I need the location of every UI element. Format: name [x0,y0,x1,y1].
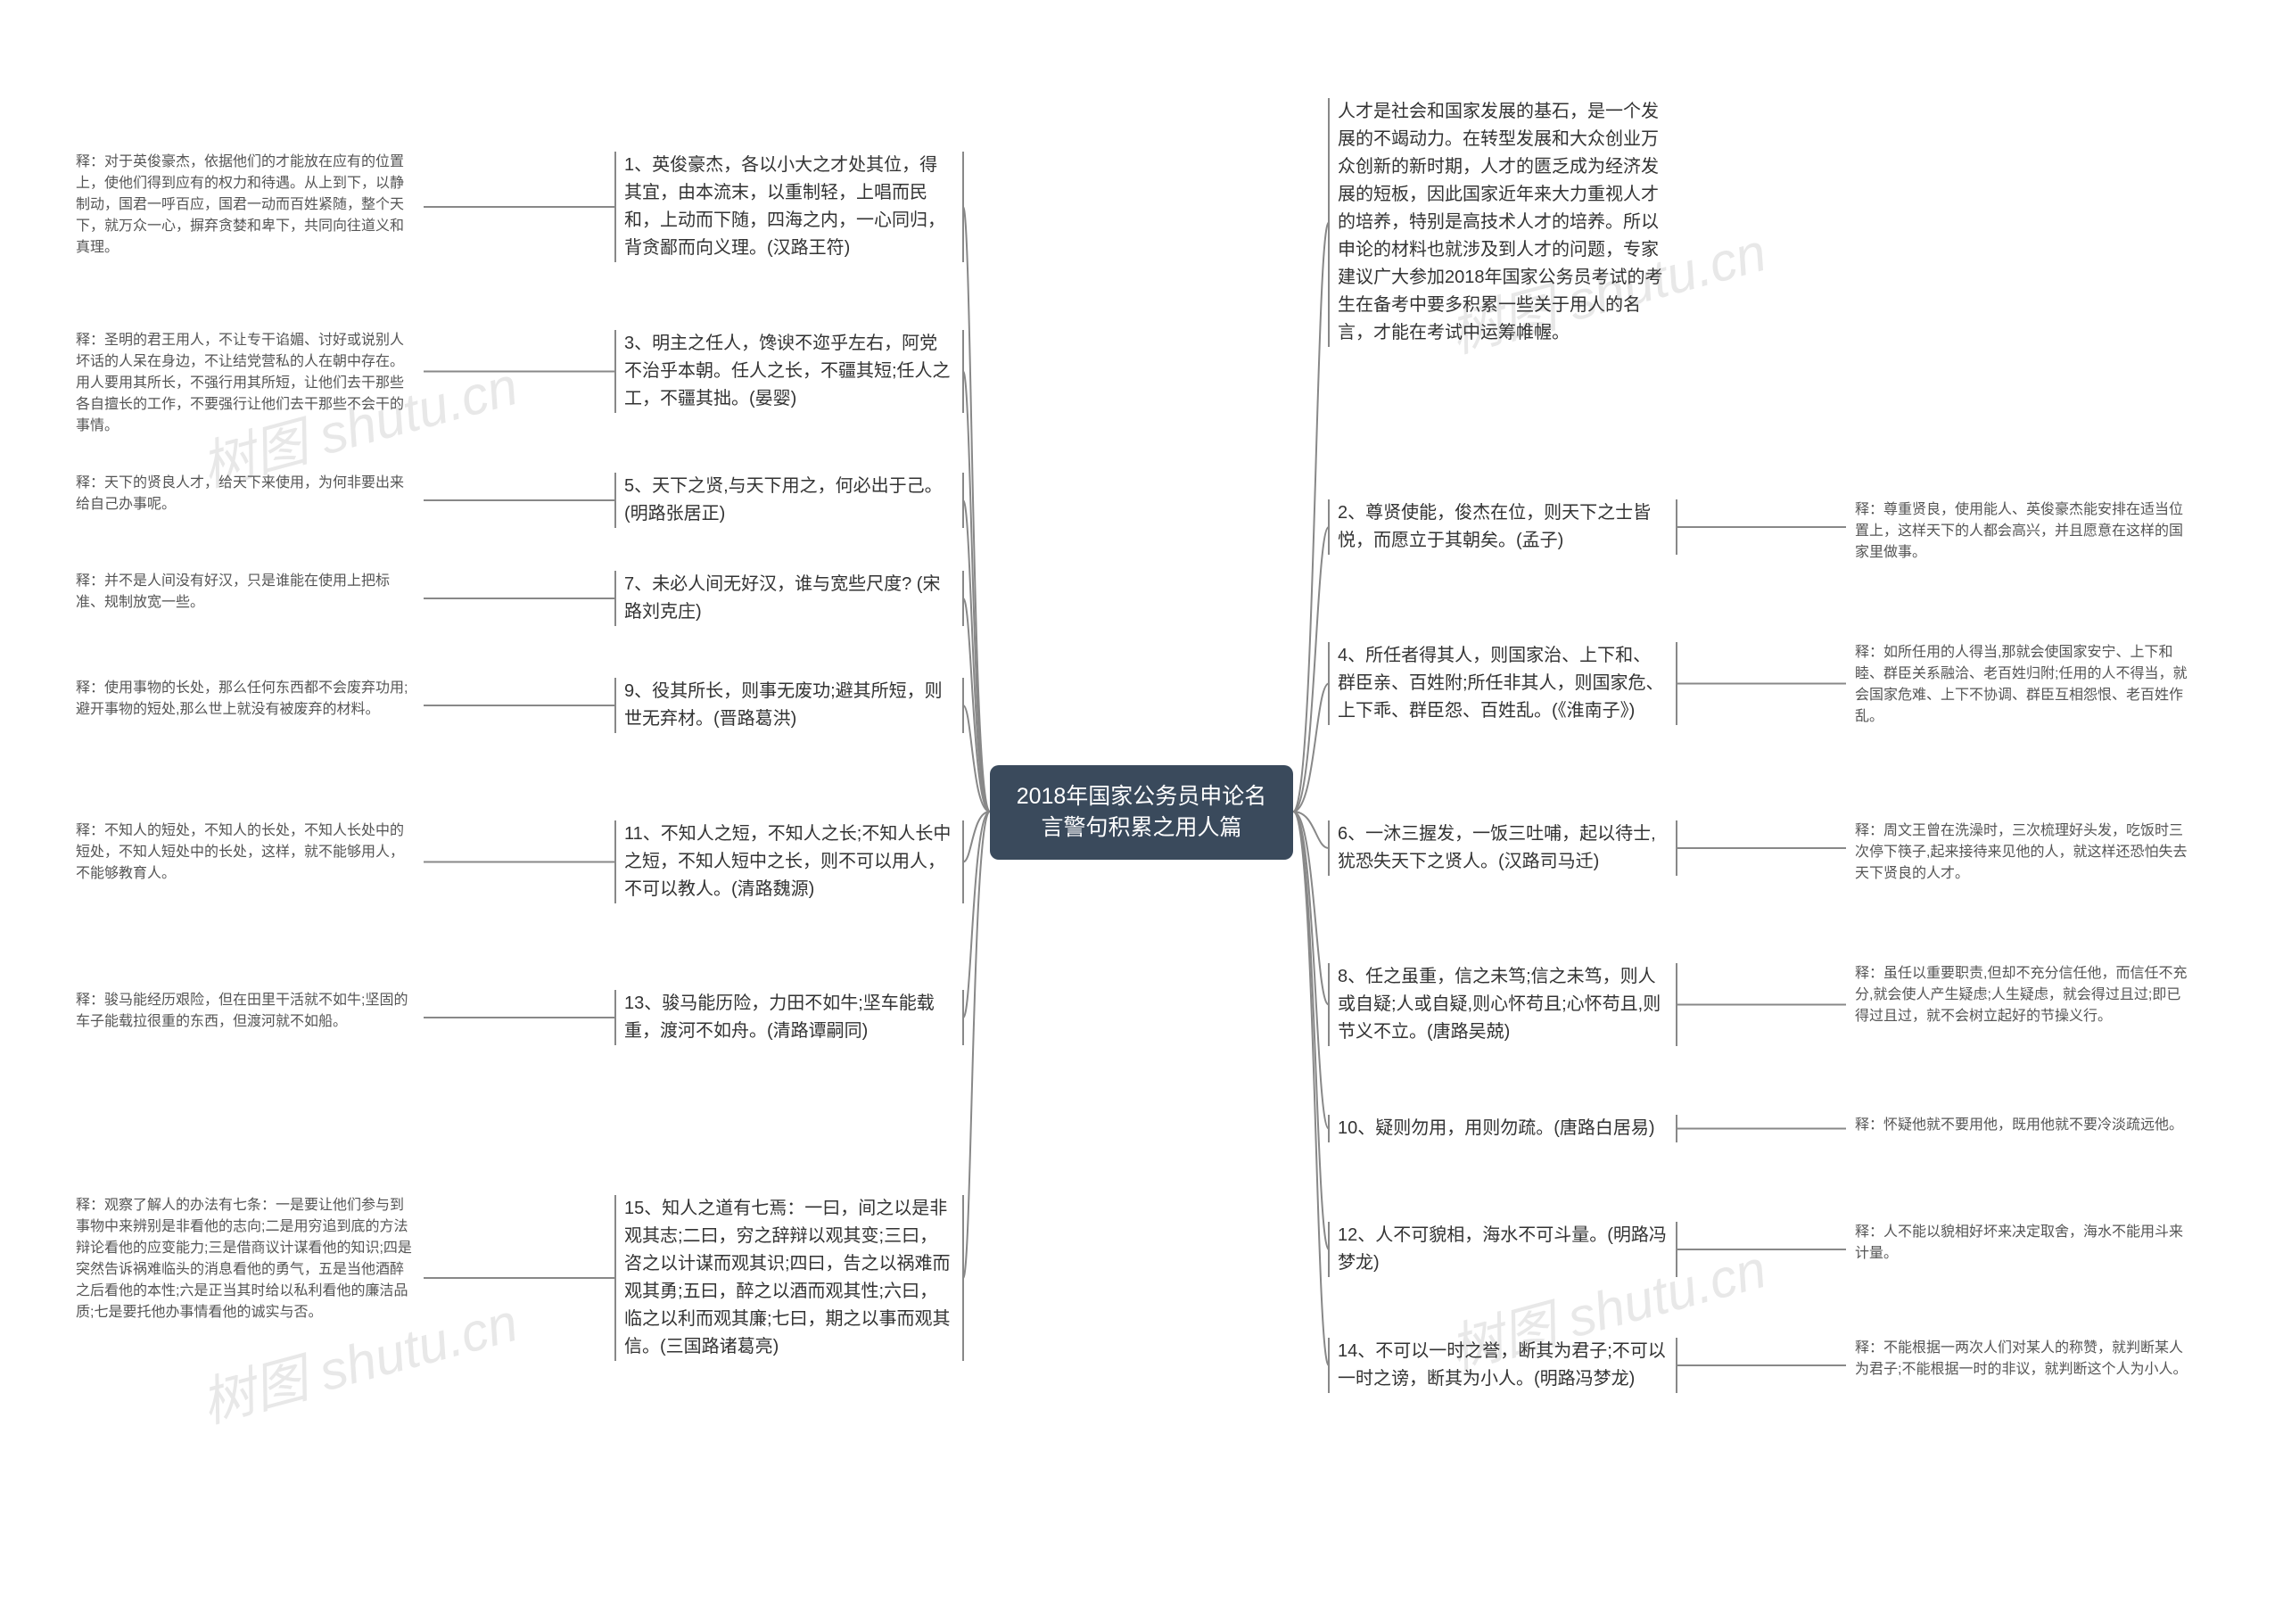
right-annotation-4: 释：周文王曾在洗澡时，三次梳理好头发，吃饭时三次停下筷子,起来接待来见他的人，就… [1855,820,2194,885]
right-branch-3: 4、所任者得其人，则国家治、上下和、群臣亲、百姓附;所任非其人，则国家危、上下乖… [1338,642,1668,725]
right-annotation-6: 释：怀疑他就不要用他，既用他就不要冷淡疏远他。 [1855,1115,2194,1136]
right-branch-7: 12、人不可貌相，海水不可斗量。(明路冯梦龙) [1338,1222,1668,1277]
right-annotation-5: 释：虽任以重要职责,但却不充分信任他，而信任不充分,就会使人产生疑虑;人生疑虑，… [1855,963,2194,1027]
left-branch-8: 15、知人之道有七焉：一曰，间之以是非观其志;二曰，穷之辞辩以观其变;三曰，咨之… [624,1195,954,1361]
left-branch-1: 1、英俊豪杰，各以小大之才处其位，得其宜，由本流末，以重制轻，上唱而民和，上动而… [624,152,954,262]
left-branch-6: 11、不知人之短，不知人之长;不知人长中之短，不知人短中之长，则不可以用人，不可… [624,820,954,903]
right-annotation-7: 释：人不能以貌相好坏来决定取舍，海水不能用斗来计量。 [1855,1222,2194,1265]
left-branch-3: 5、天下之贤,与天下用之，何必出于己。 (明路张居正) [624,473,954,528]
right-branch-5: 8、任之虽重，信之未笃;信之未笃，则人或自疑;人或自疑,则心怀苟且;心怀苟且,则… [1338,963,1668,1046]
left-annotation-6: 释：不知人的短处，不知人的长处，不知人长处中的短处，不知人短处中的长处，这样，就… [76,820,415,885]
right-branch-1: 人才是社会和国家发展的基石，是一个发展的不竭动力。在转型发展和大众创业万众创新的… [1338,98,1668,347]
left-annotation-5: 释：使用事物的长处，那么任何东西都不会废弃功用;避开事物的短处,那么世上就没有被… [76,678,415,721]
left-annotation-8: 释：观察了解人的办法有七条：一是要让他们参与到事物中来辨别是非看他的志向;二是用… [76,1195,415,1323]
left-annotation-2: 释：圣明的君王用人，不让专干谄媚、讨好或说别人坏话的人呆在身边，不让结党营私的人… [76,330,415,437]
center-title: 2018年国家公务员申论名言警句积累之用人篇 [990,765,1293,860]
right-annotation-3: 释：如所任用的人得当,那就会使国家安宁、上下和睦、群臣关系融洽、老百姓归附;任用… [1855,642,2194,728]
right-annotation-2: 释：尊重贤良，使用能人、英俊豪杰能安排在适当位置上，这样天下的人都会高兴，并且愿… [1855,499,2194,564]
right-branch-6: 10、疑则勿用，用则勿疏。(唐路白居易) [1338,1115,1668,1142]
left-branch-2: 3、明主之任人，馋谀不迩乎左右，阿党不治乎本朝。任人之长，不疆其短;任人之工，不… [624,330,954,413]
right-annotation-8: 释：不能根据一两次人们对某人的称赞，就判断某人为君子;不能根据一时的非议，就判断… [1855,1338,2194,1381]
left-annotation-3: 释：天下的贤良人才，给天下来使用，为何非要出来给自己办事呢。 [76,473,415,515]
right-branch-2: 2、尊贤使能，俊杰在位，则天下之士皆悦，而愿立于其朝矣。(孟子) [1338,499,1668,555]
left-branch-7: 13、骏马能历险，力田不如牛;坚车能载重，渡河不如舟。(清路谭嗣同) [624,990,954,1045]
left-annotation-7: 释：骏马能经历艰险，但在田里干活就不如牛;坚固的车子能载拉很重的东西，但渡河就不… [76,990,415,1033]
left-annotation-1: 释：对于英俊豪杰，依据他们的才能放在应有的位置上，使他们得到应有的权力和待遇。从… [76,152,415,259]
left-branch-4: 7、未必人间无好汉，谁与宽些尺度? (宋路刘克庄) [624,571,954,626]
left-annotation-4: 释：并不是人间没有好汉，只是谁能在使用上把标准、规制放宽一些。 [76,571,415,614]
right-branch-4: 6、一沐三握发，一饭三吐哺，起以待士,犹恐失天下之贤人。(汉路司马迁) [1338,820,1668,876]
right-branch-8: 14、不可以一时之誉，断其为君子;不可以一时之谤，断其为小人。(明路冯梦龙) [1338,1338,1668,1393]
left-branch-5: 9、役其所长，则事无废功;避其所短，则世无弃材。(晋路葛洪) [624,678,954,733]
